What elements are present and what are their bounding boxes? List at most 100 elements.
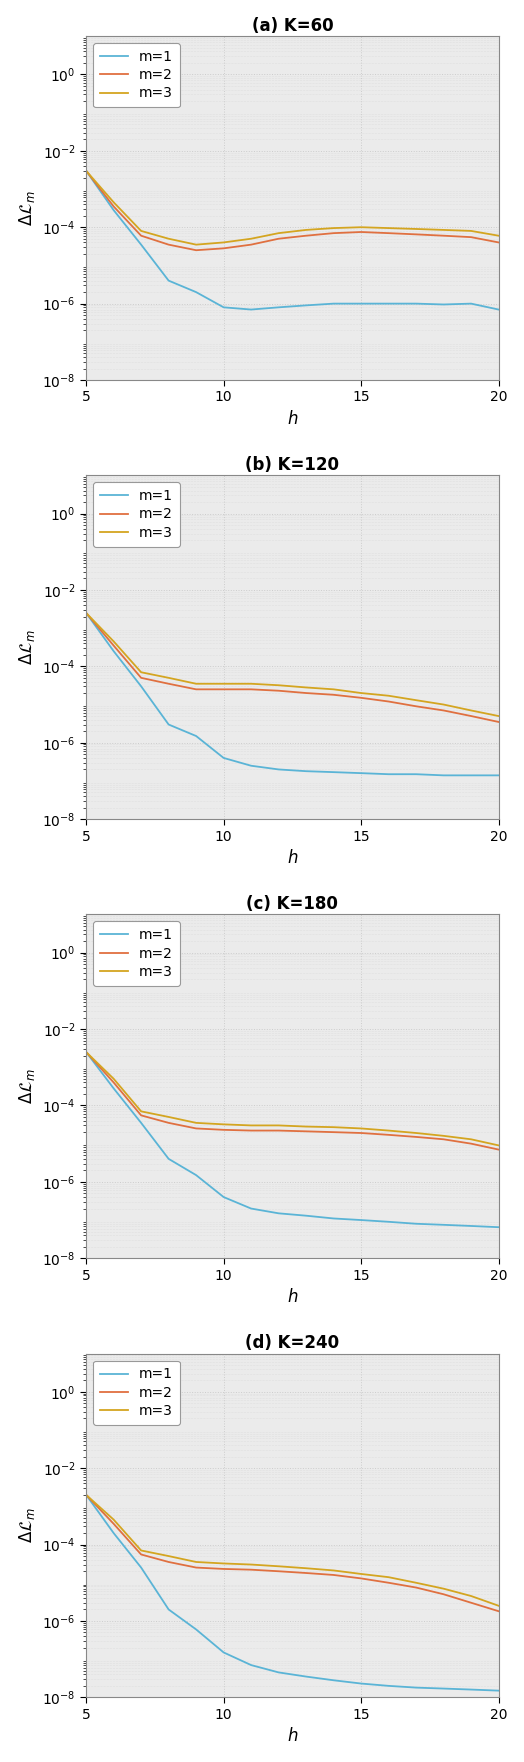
m=1: [83, 1484, 89, 1505]
m=2: [166, 234, 172, 255]
m=1: [468, 765, 474, 786]
m=3: [303, 1115, 309, 1136]
m=2: [111, 634, 117, 655]
m=3: [166, 668, 172, 689]
Line: m=3: m=3: [86, 613, 498, 715]
m=1: [193, 726, 199, 747]
m=3: [138, 220, 144, 241]
m=1: [386, 292, 392, 314]
m=3: [331, 1117, 337, 1138]
m=3: [386, 217, 392, 238]
Title: (b) K=120: (b) K=120: [245, 456, 340, 474]
m=2: [495, 1600, 501, 1621]
m=2: [441, 1129, 447, 1151]
m=1: [358, 763, 364, 784]
m=1: [495, 765, 501, 786]
m=2: [303, 1563, 309, 1584]
m=1: [83, 1041, 89, 1062]
m=3: [468, 220, 474, 241]
m=2: [111, 196, 117, 217]
m=2: [193, 678, 199, 700]
m=2: [221, 1119, 227, 1140]
m=3: [331, 217, 337, 238]
Legend: m=1, m=2, m=3: m=1, m=2, m=3: [93, 1360, 180, 1425]
m=1: [248, 1655, 254, 1676]
m=2: [331, 684, 337, 705]
m=1: [303, 1667, 309, 1688]
Legend: m=1, m=2, m=3: m=1, m=2, m=3: [93, 42, 180, 107]
m=1: [331, 1209, 337, 1230]
m=2: [248, 234, 254, 255]
m=2: [386, 1572, 392, 1593]
m=1: [386, 1676, 392, 1697]
X-axis label: $h$: $h$: [287, 1288, 298, 1306]
m=1: [331, 1670, 337, 1692]
m=3: [138, 1101, 144, 1122]
m=3: [138, 1540, 144, 1561]
m=3: [303, 677, 309, 698]
m=1: [495, 300, 501, 321]
m=2: [303, 226, 309, 247]
m=2: [331, 1122, 337, 1144]
Line: m=1: m=1: [86, 1052, 498, 1226]
m=3: [303, 218, 309, 240]
Line: m=2: m=2: [86, 1494, 498, 1610]
m=3: [468, 700, 474, 721]
m=2: [303, 682, 309, 703]
m=2: [358, 687, 364, 708]
m=3: [193, 1551, 199, 1572]
m=3: [193, 1112, 199, 1133]
Title: (a) K=60: (a) K=60: [252, 16, 333, 35]
m=2: [83, 603, 89, 624]
m=2: [331, 222, 337, 243]
m=2: [468, 1593, 474, 1614]
m=2: [495, 233, 501, 254]
m=1: [468, 292, 474, 314]
m=1: [413, 763, 419, 784]
Line: m=3: m=3: [86, 171, 498, 245]
m=2: [248, 1559, 254, 1581]
m=1: [468, 1679, 474, 1700]
m=1: [413, 1677, 419, 1699]
m=3: [193, 234, 199, 255]
m=3: [468, 1586, 474, 1607]
m=1: [166, 714, 172, 735]
Line: m=1: m=1: [86, 171, 498, 310]
m=1: [221, 1186, 227, 1207]
m=2: [221, 238, 227, 259]
m=1: [386, 1210, 392, 1232]
Line: m=3: m=3: [86, 1052, 498, 1145]
m=1: [83, 603, 89, 624]
m=3: [111, 1068, 117, 1089]
m=1: [441, 1677, 447, 1699]
m=1: [331, 292, 337, 314]
m=1: [111, 641, 117, 663]
m=3: [83, 160, 89, 181]
m=2: [248, 1121, 254, 1142]
m=3: [193, 673, 199, 694]
m=2: [495, 712, 501, 733]
m=2: [468, 1133, 474, 1154]
m=3: [111, 1508, 117, 1529]
m=3: [386, 685, 392, 707]
m=3: [83, 603, 89, 624]
Y-axis label: $\Delta\mathcal{L}_m$: $\Delta\mathcal{L}_m$: [17, 190, 37, 226]
m=3: [358, 1563, 364, 1584]
m=3: [221, 673, 227, 694]
m=1: [276, 1662, 282, 1683]
m=3: [248, 1115, 254, 1136]
m=3: [358, 682, 364, 703]
m=3: [441, 694, 447, 715]
m=3: [495, 705, 501, 726]
Legend: m=1, m=2, m=3: m=1, m=2, m=3: [93, 483, 180, 546]
m=1: [441, 765, 447, 786]
m=3: [386, 1566, 392, 1588]
m=1: [138, 1558, 144, 1579]
m=1: [166, 270, 172, 291]
m=1: [138, 1112, 144, 1133]
m=3: [303, 1558, 309, 1579]
m=2: [358, 1122, 364, 1144]
m=1: [111, 199, 117, 220]
m=1: [441, 294, 447, 315]
m=3: [495, 1135, 501, 1156]
